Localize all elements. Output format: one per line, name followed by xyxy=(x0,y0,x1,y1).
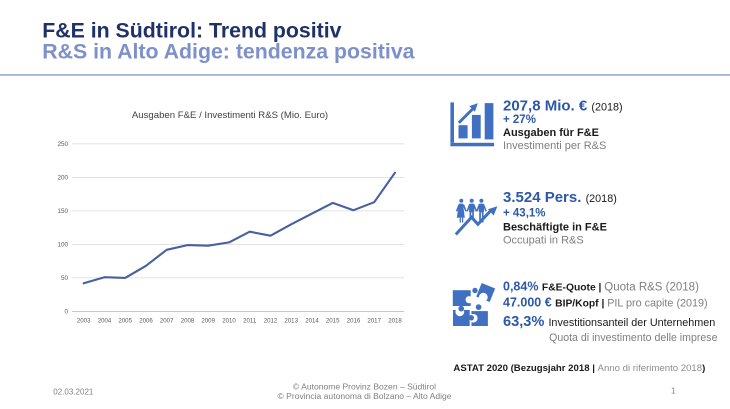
svg-text:Ausgaben für F&E: Ausgaben für F&E xyxy=(503,127,599,139)
svg-text:0: 0 xyxy=(64,309,68,316)
svg-text:2009: 2009 xyxy=(201,318,215,325)
svg-text:Ausgaben F&E / Investimenti R&: Ausgaben F&E / Investimenti R&S (Mio. Eu… xyxy=(132,110,328,121)
svg-text:250: 250 xyxy=(57,141,68,148)
svg-text:Investimenti per R&S: Investimenti per R&S xyxy=(503,140,606,152)
svg-text:Beschäftigte in F&E: Beschäftigte in F&E xyxy=(503,221,607,233)
svg-text:200: 200 xyxy=(57,175,68,182)
svg-text:© Provincia autonoma di Bolzan: © Provincia autonoma di Bolzano – Alto A… xyxy=(277,391,451,401)
svg-text:2008: 2008 xyxy=(181,318,195,325)
svg-text:2018: 2018 xyxy=(388,318,402,325)
svg-text:2007: 2007 xyxy=(160,318,174,325)
svg-text:Occupati in R&S: Occupati in R&S xyxy=(503,234,584,246)
svg-text:1: 1 xyxy=(671,387,676,396)
svg-text:47.000 € BIP/Kopf | PIL pro ca: 47.000 € BIP/Kopf | PIL pro capite (2019… xyxy=(503,296,708,310)
svg-text:F&E in Südtirol: Trend positiv: F&E in Südtirol: Trend positiv xyxy=(42,19,341,43)
svg-text:0,84% F&E-Quote | Quota R&S (2: 0,84% F&E-Quote | Quota R&S (2018) xyxy=(503,279,699,293)
svg-text:+ 43,1%: + 43,1% xyxy=(503,208,546,220)
svg-text:2016: 2016 xyxy=(347,318,361,325)
svg-text:207,8 Mio. € (2018): 207,8 Mio. € (2018) xyxy=(503,97,623,114)
svg-text:2010: 2010 xyxy=(222,318,236,325)
svg-text:2006: 2006 xyxy=(139,318,153,325)
svg-text:2011: 2011 xyxy=(243,318,257,325)
svg-text:2017: 2017 xyxy=(367,318,381,325)
svg-text:2012: 2012 xyxy=(264,318,278,325)
svg-text:100: 100 xyxy=(57,242,68,249)
svg-text:50: 50 xyxy=(61,275,69,282)
svg-text:+ 27%: + 27% xyxy=(503,114,536,126)
svg-text:2013: 2013 xyxy=(284,318,298,325)
svg-text:2003: 2003 xyxy=(77,318,91,325)
svg-text:2015: 2015 xyxy=(326,318,340,325)
svg-text:ASTAT 2020 (Bezugsjahr 2018 |: ASTAT 2020 (Bezugsjahr 2018 | Anno di ri… xyxy=(453,363,705,374)
svg-text:2005: 2005 xyxy=(118,318,132,325)
svg-text:Quota di investimento delle im: Quota di investimento delle imprese xyxy=(549,332,718,344)
svg-text:150: 150 xyxy=(57,208,68,215)
svg-text:2014: 2014 xyxy=(305,318,319,325)
svg-text:R&S in Alto Adige: tendenza po: R&S in Alto Adige: tendenza positiva xyxy=(42,40,414,64)
svg-text:© Autonome Provinz Bozen – Süd: © Autonome Provinz Bozen – Südtirol xyxy=(293,382,436,392)
svg-text:63,3% Investitionsanteil der U: 63,3% Investitionsanteil der Unternehmen xyxy=(503,314,715,330)
svg-text:3.524 Pers. (2018): 3.524 Pers. (2018) xyxy=(503,189,617,206)
svg-text:2004: 2004 xyxy=(98,318,112,325)
svg-text:02.03.2021: 02.03.2021 xyxy=(53,388,94,397)
